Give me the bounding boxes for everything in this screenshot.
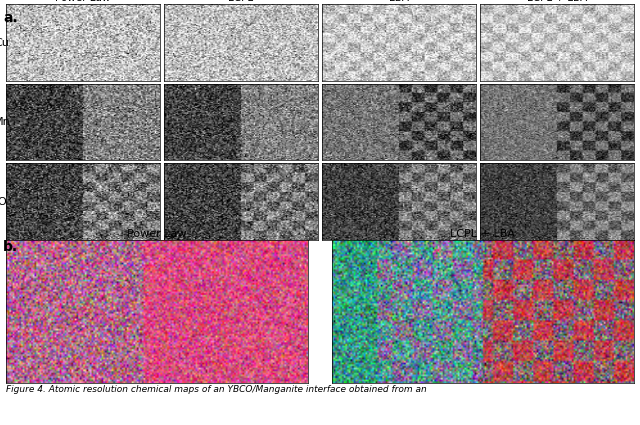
Title: LCPL: LCPL xyxy=(228,0,253,3)
Text: Figure 4. Atomic resolution chemical maps of an YBCO/Manganite interface obtaine: Figure 4. Atomic resolution chemical map… xyxy=(6,385,427,394)
Title: Power Law: Power Law xyxy=(127,229,187,239)
Title: LCPL + LBA: LCPL + LBA xyxy=(527,0,587,3)
Text: a.: a. xyxy=(3,11,18,25)
Title: LBA: LBA xyxy=(389,0,409,3)
Y-axis label: O: O xyxy=(0,197,6,207)
Y-axis label: Mn: Mn xyxy=(0,117,11,127)
Text: b.: b. xyxy=(3,240,19,254)
Title: Power Law: Power Law xyxy=(56,0,111,3)
Y-axis label: Cu: Cu xyxy=(0,37,10,48)
Title: LCPL + LBA: LCPL + LBA xyxy=(451,229,515,239)
